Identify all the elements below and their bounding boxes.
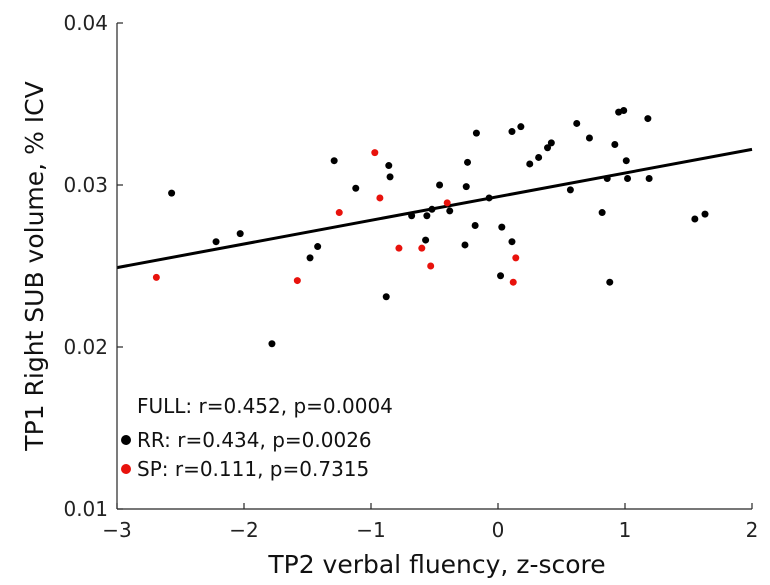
data-point-sp xyxy=(335,209,343,217)
data-point-rr xyxy=(497,272,505,280)
data-point-rr xyxy=(236,230,244,238)
data-points-layer xyxy=(152,106,709,348)
y-axis-label: TP1 Right SUB volume, % ICV xyxy=(20,81,49,451)
data-point-rr xyxy=(622,157,630,165)
data-point-rr xyxy=(422,236,430,244)
data-point-rr xyxy=(573,119,581,127)
data-point-rr xyxy=(472,129,480,137)
data-point-rr xyxy=(508,238,516,246)
data-point-rr xyxy=(603,175,611,183)
data-point-rr xyxy=(645,175,653,183)
x-tick-label: 1 xyxy=(619,518,632,542)
axes xyxy=(116,22,753,510)
data-point-rr xyxy=(423,212,431,220)
y-tick-label: 0.04 xyxy=(63,11,108,35)
legend-entry-sp: SP: r=0.111, p=0.7315 xyxy=(137,457,369,481)
data-point-rr xyxy=(624,175,632,183)
data-point-sp xyxy=(512,254,520,262)
data-point-rr xyxy=(620,106,628,114)
x-tick-label: 0 xyxy=(492,518,505,542)
data-point-rr xyxy=(517,123,525,131)
data-point-rr xyxy=(585,134,593,142)
data-point-rr xyxy=(566,186,574,194)
data-point-rr xyxy=(508,128,516,136)
x-tick-label: −3 xyxy=(102,518,131,542)
data-point-sp xyxy=(395,244,403,252)
data-point-rr xyxy=(535,153,543,161)
x-tick-label: −2 xyxy=(229,518,258,542)
data-point-sp xyxy=(427,262,435,270)
data-point-rr xyxy=(168,189,176,197)
data-point-rr xyxy=(544,144,552,152)
data-point-rr xyxy=(526,160,534,168)
legend-marker-rr xyxy=(121,435,131,445)
legend-entry-rr: RR: r=0.434, p=0.0026 xyxy=(137,428,372,452)
data-point-rr xyxy=(382,293,390,301)
data-point-rr xyxy=(268,340,276,348)
x-tick-label: −1 xyxy=(356,518,385,542)
data-point-rr xyxy=(385,162,393,170)
data-point-rr xyxy=(408,212,416,220)
data-point-rr xyxy=(461,241,469,249)
data-point-rr xyxy=(485,194,493,202)
y-tick-label: 0.01 xyxy=(63,497,108,521)
data-point-rr xyxy=(644,115,652,123)
data-point-rr xyxy=(691,215,699,223)
data-point-rr xyxy=(436,181,444,189)
x-axis-label: TP2 verbal fluency, z-score xyxy=(267,550,605,579)
legend-marker-sp xyxy=(121,464,131,474)
data-point-rr xyxy=(352,184,360,192)
data-point-rr xyxy=(498,223,506,231)
data-point-sp xyxy=(293,277,301,285)
legend-entry-full: FULL: r=0.452, p=0.0004 xyxy=(137,394,393,418)
data-point-sp xyxy=(443,199,451,207)
data-point-rr xyxy=(446,207,454,215)
y-tick-label: 0.03 xyxy=(63,173,108,197)
data-point-sp xyxy=(376,194,384,202)
data-point-rr xyxy=(386,173,394,181)
data-point-rr xyxy=(547,139,555,147)
data-point-rr xyxy=(701,210,709,218)
data-point-rr xyxy=(606,278,614,286)
y-tick-label: 0.02 xyxy=(63,335,108,359)
data-point-rr xyxy=(611,141,619,148)
tick-labels: −3 −2 −1 0 1 2 0.01 0.02 0.03 0.04 xyxy=(63,11,758,542)
data-point-rr xyxy=(330,157,338,165)
data-point-sp xyxy=(509,278,517,286)
data-point-rr xyxy=(428,205,436,213)
data-point-rr xyxy=(598,209,606,217)
x-tick-label: 2 xyxy=(746,518,759,542)
data-point-rr xyxy=(471,222,479,229)
data-point-rr xyxy=(212,238,220,246)
legend: FULL: r=0.452, p=0.0004 RR: r=0.434, p=0… xyxy=(121,394,393,481)
data-point-sp xyxy=(152,273,160,281)
data-point-rr xyxy=(464,158,472,166)
data-point-sp xyxy=(418,244,426,252)
data-point-rr xyxy=(314,243,322,251)
data-point-rr xyxy=(462,183,470,191)
data-point-sp xyxy=(371,149,379,157)
data-point-rr xyxy=(306,254,314,262)
